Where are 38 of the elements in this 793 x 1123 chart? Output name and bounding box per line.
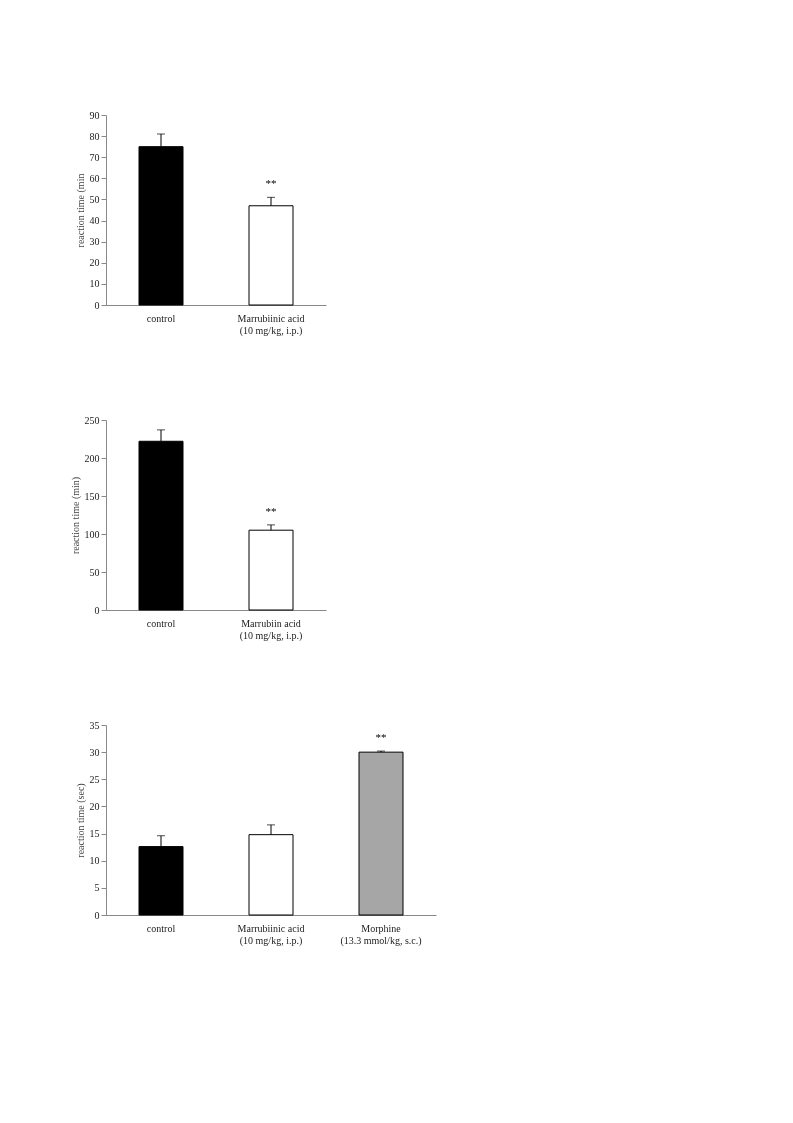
y-tick-label: 80 bbox=[89, 130, 100, 142]
y-axis-title: reaction time (sec) bbox=[74, 783, 87, 858]
y-tick-label: 0 bbox=[94, 604, 100, 616]
y-tick-label: 35 bbox=[89, 719, 100, 731]
y-tick-label: 30 bbox=[89, 746, 100, 758]
x-tick-label: Marrubiinic acid (10 mg/kg, i.p.) bbox=[237, 922, 305, 947]
y-tick-label: 20 bbox=[89, 257, 100, 269]
x-tick-label: Morphine (13.3 mmol/kg, s.c.) bbox=[340, 922, 422, 947]
annotation: ** bbox=[265, 504, 277, 517]
y-tick-label: 10 bbox=[89, 855, 100, 867]
x-tick-label: Marrubiin acid (10 mg/kg, i.p.) bbox=[239, 617, 303, 642]
y-tick-label: 100 bbox=[84, 528, 100, 540]
y-tick-label: 60 bbox=[89, 172, 100, 184]
y-tick-label: 250 bbox=[84, 414, 100, 426]
annotation: ** bbox=[265, 177, 277, 190]
x-tick-label: control bbox=[146, 922, 176, 934]
y-tick-label: 150 bbox=[84, 490, 100, 502]
y-tick-label: 70 bbox=[89, 151, 100, 163]
y-tick-label: 200 bbox=[84, 452, 100, 464]
y-tick-label: 40 bbox=[89, 215, 100, 227]
y-tick-label: 30 bbox=[89, 236, 100, 248]
x-tick-label: control bbox=[146, 617, 176, 629]
y-tick-label: 10 bbox=[89, 278, 100, 290]
y-tick-label: 90 bbox=[89, 109, 100, 121]
y-tick-label: 20 bbox=[89, 800, 100, 812]
bar bbox=[358, 751, 404, 916]
y-axis-title: reaction time (min) bbox=[69, 476, 82, 555]
y-tick-label: 25 bbox=[89, 773, 100, 785]
y-tick-label: 50 bbox=[89, 193, 100, 205]
y-axis-title: reaction time (min bbox=[74, 173, 87, 248]
y-tick-label: 50 bbox=[89, 566, 100, 578]
y-tick-label: 0 bbox=[94, 909, 100, 921]
x-tick-label: control bbox=[146, 312, 176, 324]
y-tick-label: 5 bbox=[94, 882, 100, 894]
y-tick-label: 15 bbox=[89, 828, 100, 840]
y-tick-label: 0 bbox=[94, 299, 100, 311]
annotation: ** bbox=[375, 731, 387, 744]
x-tick-label: Marrubiinic acid (10 mg/kg, i.p.) bbox=[237, 312, 305, 337]
